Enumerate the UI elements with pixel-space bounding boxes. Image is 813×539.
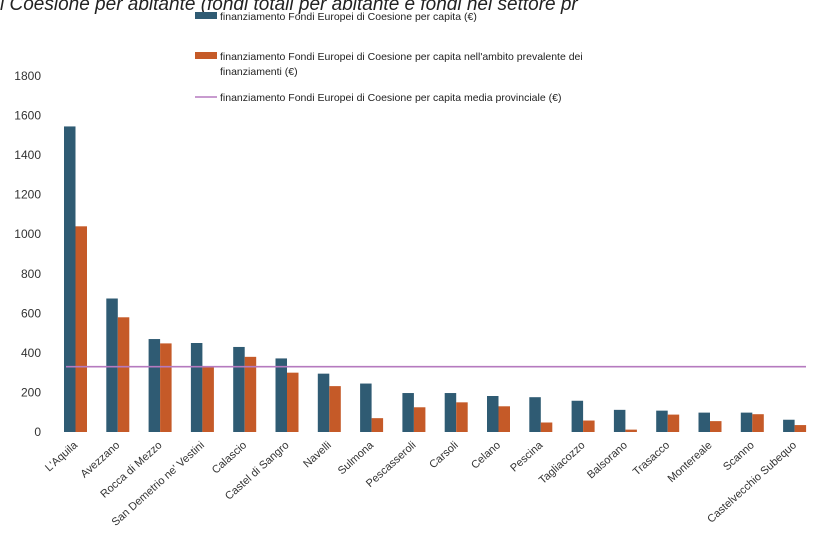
y-tick-label: 600 (21, 306, 41, 320)
bar-series-2 (117, 317, 130, 432)
legend-label-series-2: finanziamento Fondi Europei di Coesione … (220, 51, 583, 78)
bar-series-1 (190, 343, 203, 432)
bar-series-1 (487, 396, 499, 432)
x-tick-label: Calascio (210, 439, 249, 476)
y-tick-label: 200 (21, 385, 41, 399)
bar-series-1 (106, 298, 118, 432)
x-tick-label: Montereale (666, 439, 715, 485)
bar-series-2 (752, 414, 764, 432)
bar-series-1 (740, 412, 753, 432)
bar-series-2 (456, 402, 468, 432)
bar-series-2 (583, 420, 595, 432)
y-axis: 0 200 400 600 800 1000 1200 1400 1600 1800 (14, 69, 41, 439)
y-tick-label: 400 (21, 346, 41, 360)
bar-series-1 (613, 409, 626, 432)
bar-series-2 (710, 421, 722, 432)
bar-series-1 (64, 126, 76, 432)
x-tick-label: L'Aquila (43, 439, 81, 474)
y-tick-label: 1600 (14, 109, 41, 123)
bar-series-2 (202, 366, 214, 432)
x-tick-label: Scanno (721, 439, 757, 473)
bar-series-2 (413, 407, 426, 432)
bar-series-2 (160, 343, 172, 432)
x-tick-label: Carsoli (427, 439, 460, 471)
chart-title: i Coesione per abitante (fondi totali pe… (0, 0, 578, 15)
bar-series-2 (498, 406, 510, 432)
y-tick-label: 1000 (14, 227, 41, 241)
bar-series-2 (540, 422, 553, 432)
bar-series-1 (148, 339, 161, 432)
bar-series-2 (794, 425, 807, 432)
bar-series-2 (244, 356, 257, 432)
bar-series-1 (444, 393, 457, 432)
bars (64, 126, 807, 432)
x-tick-label: Avezzano (79, 439, 123, 480)
x-tick-label: Navelli (301, 439, 334, 470)
bar-series-1 (275, 358, 287, 432)
x-tick-label: Tagliacozzo (537, 439, 588, 486)
y-tick-label: 0 (34, 425, 41, 439)
x-tick-label: Pescina (508, 439, 546, 475)
legend-swatch-series-2 (195, 52, 217, 59)
bar-series-1 (529, 397, 541, 432)
bar-series-2 (625, 429, 637, 432)
legend-label-line: finanziamento Fondi Europei di Coesione … (220, 92, 561, 104)
bar-series-1 (317, 373, 330, 432)
legend-swatch-series-1 (195, 12, 217, 19)
y-tick-label: 1800 (14, 69, 41, 83)
bar-series-1 (402, 393, 414, 432)
bar-series-1 (656, 410, 668, 432)
x-tick-label: Balsorano (585, 439, 630, 481)
y-tick-label: 800 (21, 267, 41, 281)
x-tick-label: Sulmona (336, 439, 377, 478)
bar-series-1 (571, 400, 584, 432)
bar-series-2 (329, 386, 341, 432)
bar-series-2 (75, 226, 87, 432)
bar-series-1 (698, 412, 710, 432)
x-tick-label: Trasacco (631, 439, 672, 478)
legend: finanziamento Fondi Europei di Coesione … (195, 11, 583, 104)
y-tick-label: 1400 (14, 148, 41, 162)
x-tick-label: Celano (469, 439, 503, 471)
bar-series-2 (371, 418, 384, 432)
bar-series-2 (287, 372, 299, 432)
bar-series-1 (783, 419, 795, 432)
legend-label-series-1: finanziamento Fondi Europei di Coesione … (220, 11, 477, 23)
bar-series-1 (233, 346, 245, 432)
y-tick-label: 1200 (14, 188, 41, 202)
bar-series-1 (360, 383, 372, 432)
bar-series-2 (667, 414, 680, 432)
